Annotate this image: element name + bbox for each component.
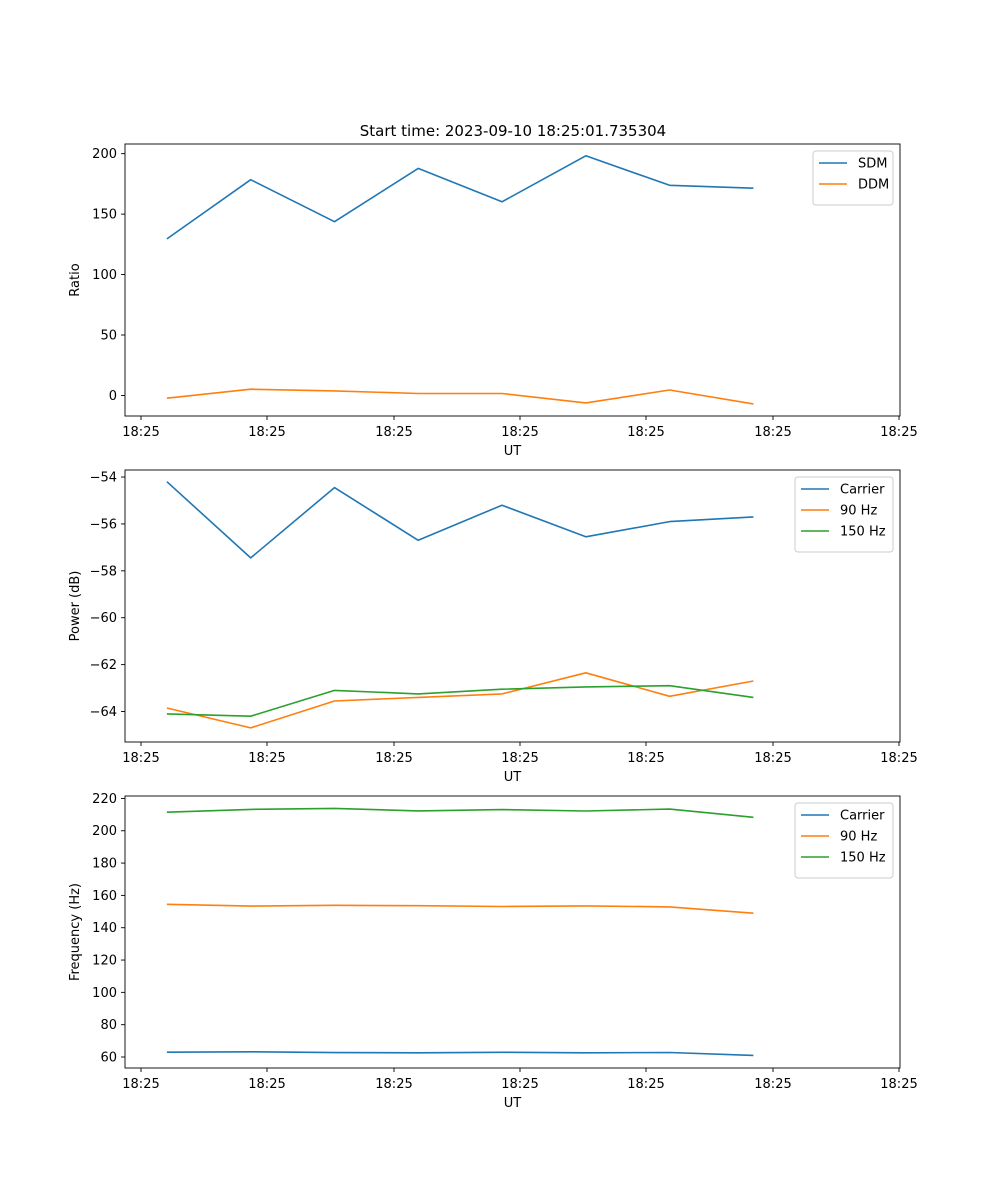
x-tick-label: 18:25: [501, 425, 538, 440]
x-tick-label: 18:25: [627, 425, 664, 440]
x-tick-label: 18:25: [122, 1077, 159, 1092]
x-tick-label: 18:25: [754, 425, 791, 440]
x-tick-label: 18:25: [627, 1077, 664, 1092]
legend-label: 150 Hz: [840, 851, 886, 866]
x-tick-label: 18:25: [375, 751, 412, 766]
x-tick-label: 18:25: [248, 425, 285, 440]
axes-frame: [124, 469, 901, 743]
y-tick-label: −62: [90, 658, 117, 673]
y-tick-label: −56: [90, 517, 117, 532]
y-tick-label: 50: [100, 329, 117, 344]
x-tick-label: 18:25: [375, 425, 412, 440]
series-line-carrier: [166, 1051, 754, 1057]
y-tick-label: −58: [90, 564, 117, 579]
legend-box: [794, 476, 894, 553]
y-tick-label: 60: [100, 1051, 117, 1066]
x-axis-label: UT: [504, 1096, 522, 1111]
x-tick-label: 18:25: [880, 425, 917, 440]
series-line-carrier: [166, 481, 754, 559]
x-tick-label: 18:25: [122, 425, 159, 440]
y-tick-label: 180: [92, 857, 117, 872]
y-tick-label: 120: [92, 954, 117, 969]
y-tick-label: 160: [92, 889, 117, 904]
legend-box: [812, 150, 894, 206]
y-tick-label: 100: [92, 268, 117, 283]
x-tick-label: 18:25: [248, 1077, 285, 1092]
y-tick-label: 220: [92, 792, 117, 807]
y-tick-label: 140: [92, 921, 117, 936]
x-tick-label: 18:25: [880, 751, 917, 766]
y-axis-label: Frequency (Hz): [68, 883, 83, 981]
y-axis-label: Power (dB): [68, 571, 83, 642]
legend-label: DDM: [858, 178, 889, 193]
y-tick-label: −54: [90, 471, 117, 486]
y-tick-label: 200: [92, 824, 117, 839]
x-tick-label: 18:25: [375, 1077, 412, 1092]
axes-frame: [124, 795, 901, 1069]
legend-label: Carrier: [840, 809, 885, 824]
legend-label: Carrier: [840, 483, 885, 498]
legend-label: 90 Hz: [840, 830, 877, 845]
y-tick-label: −60: [90, 611, 117, 626]
series-line-90-hz: [166, 671, 754, 729]
chart-panel-2: 18:25 18:25 18:25 18:25 18:25 18:25 18:25 −64 −6…: [68, 469, 918, 785]
x-tick-label: 18:25: [122, 751, 159, 766]
series-line-ddm: [166, 388, 754, 405]
legend: Carrier 90 Hz 150 Hz: [794, 802, 894, 879]
legend-box: [794, 802, 894, 879]
x-axis-label: UT: [504, 770, 522, 785]
x-tick-label: 18:25: [754, 751, 791, 766]
legend: SDM DDM: [812, 150, 894, 206]
series-line-150-hz: [166, 684, 754, 718]
y-tick-label: 80: [100, 1018, 117, 1033]
x-tick-label: 18:25: [501, 751, 538, 766]
y-axis-label: Ratio: [68, 263, 83, 296]
x-tick-label: 18:25: [501, 1077, 538, 1092]
y-tick-label: 0: [109, 389, 117, 404]
legend-label: 90 Hz: [840, 504, 877, 519]
series-line-sdm: [166, 155, 754, 240]
x-tick-label: 18:25: [627, 751, 664, 766]
x-tick-label: 18:25: [880, 1077, 917, 1092]
chart-panel-1: 18:25 18:25 18:25 18:25 18:25 18:25 18:25 0 50 10…: [68, 143, 918, 459]
series-line-150-hz: [166, 807, 754, 819]
legend-label: SDM: [858, 157, 887, 172]
series-line-90-hz: [166, 903, 754, 914]
x-tick-label: 18:25: [248, 751, 285, 766]
chart-panel-3: 18:25 18:25 18:25 18:25 18:25 18:25 18:25 60 80 1…: [68, 792, 918, 1111]
y-tick-label: 100: [92, 986, 117, 1001]
y-tick-label: 150: [92, 208, 117, 223]
y-tick-label: −64: [90, 705, 117, 720]
figure-title: Start time: 2023-09-10 18:25:01.735304: [360, 122, 666, 140]
axes-frame: [124, 143, 901, 417]
legend: Carrier 90 Hz 150 Hz: [794, 476, 894, 553]
y-tick-label: 200: [92, 147, 117, 162]
x-tick-label: 18:25: [754, 1077, 791, 1092]
legend-label: 150 Hz: [840, 525, 886, 540]
x-axis-label: UT: [504, 444, 522, 459]
